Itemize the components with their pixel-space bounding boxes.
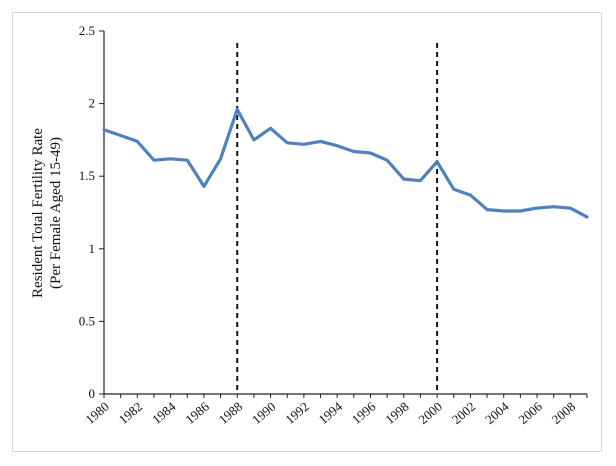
data-point <box>519 209 522 213</box>
x-tick-label: 1994 <box>316 398 346 427</box>
data-point <box>102 128 106 131</box>
data-point <box>302 143 306 146</box>
data-point <box>485 208 489 211</box>
y-tick-label: 2.5 <box>79 23 95 38</box>
x-tick-label: 1988 <box>216 399 246 427</box>
y-tick-label: 2 <box>89 96 96 111</box>
x-tick-label: 1998 <box>382 399 412 427</box>
chart-frame <box>12 12 602 452</box>
data-point <box>502 209 505 213</box>
data-point <box>186 159 189 162</box>
y-tick-label: 0 <box>89 386 96 401</box>
y-tick-label: 1.5 <box>79 168 95 183</box>
data-point <box>119 134 122 137</box>
axes: 0 0.5 1 1.5 2 2.5 1980 1982 1984 1986 1988 1990 1992… <box>79 23 588 427</box>
y-tick-label: 1 <box>89 241 96 256</box>
data-point <box>219 157 222 160</box>
data-point <box>319 140 322 143</box>
data-point <box>452 188 455 191</box>
data-point <box>435 160 439 163</box>
x-tick-label: 1980 <box>82 399 112 427</box>
x-tick-label: 1984 <box>149 398 179 427</box>
x-tick-label: 1982 <box>116 399 146 427</box>
data-point <box>369 151 372 155</box>
x-tick-label: 2000 <box>415 399 445 427</box>
data-point <box>385 159 389 162</box>
data-point <box>585 215 589 219</box>
x-tick-label: 2004 <box>482 398 512 427</box>
data-point <box>136 140 139 143</box>
x-tick-label: 1996 <box>349 398 379 427</box>
data-point <box>169 157 172 160</box>
x-tick-label: 2006 <box>515 398 545 427</box>
data-point <box>402 177 405 181</box>
x-tick-label: 2002 <box>449 399 479 427</box>
series-layer <box>102 107 589 219</box>
data-point <box>202 185 206 188</box>
y-axis-title-line1: Resident Total Fertility Rate <box>30 128 46 298</box>
data-point <box>552 205 555 208</box>
data-point <box>252 138 256 142</box>
data-point <box>535 206 539 210</box>
vertical-markers <box>236 43 439 394</box>
y-axis-title: Resident Total Fertility Rate (Per Femal… <box>30 128 64 298</box>
x-tick-label: 1986 <box>182 398 212 427</box>
y-axis-title-line2: (Per Female Aged 15-49) <box>48 137 64 289</box>
y-tick-label: 0.5 <box>79 313 95 328</box>
x-tick-label: 1990 <box>249 399 279 427</box>
x-tick-label: 2008 <box>549 399 579 427</box>
data-point <box>352 150 356 153</box>
data-point <box>269 127 272 130</box>
data-point <box>152 159 156 162</box>
series-line <box>102 107 589 219</box>
data-point <box>569 206 572 210</box>
data-point <box>335 144 339 147</box>
data-point <box>419 179 422 182</box>
x-tick-label: 1992 <box>282 399 312 427</box>
data-point <box>236 108 239 111</box>
data-point <box>286 141 289 145</box>
data-point <box>469 193 472 197</box>
